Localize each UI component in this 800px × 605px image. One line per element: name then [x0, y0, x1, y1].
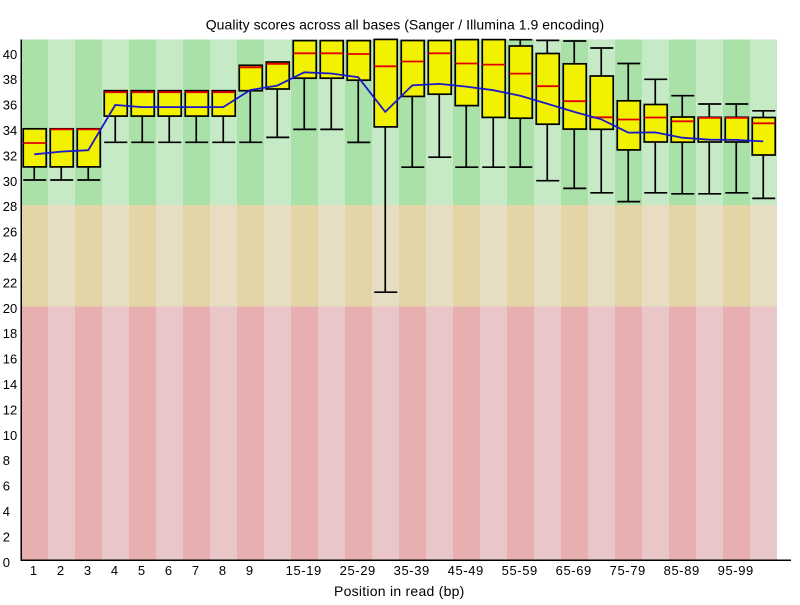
- svg-text:8: 8: [219, 563, 227, 578]
- svg-text:85-89: 85-89: [664, 563, 700, 578]
- svg-text:9: 9: [246, 563, 254, 578]
- svg-text:14: 14: [3, 377, 17, 392]
- svg-text:30: 30: [3, 174, 17, 189]
- svg-text:20: 20: [3, 301, 17, 316]
- svg-text:15-19: 15-19: [286, 563, 322, 578]
- svg-text:26: 26: [3, 225, 17, 240]
- svg-text:6: 6: [3, 479, 10, 494]
- svg-text:65-69: 65-69: [556, 563, 592, 578]
- svg-text:8: 8: [3, 453, 10, 468]
- svg-text:2: 2: [57, 563, 65, 578]
- svg-text:36: 36: [3, 98, 17, 113]
- svg-text:Quality scores across all base: Quality scores across all bases (Sanger …: [206, 17, 605, 33]
- svg-text:35-39: 35-39: [394, 563, 430, 578]
- svg-text:4: 4: [111, 563, 119, 578]
- svg-text:45-49: 45-49: [448, 563, 484, 578]
- svg-text:22: 22: [3, 275, 17, 290]
- svg-text:95-99: 95-99: [718, 563, 754, 578]
- svg-text:0: 0: [3, 555, 10, 570]
- svg-text:75-79: 75-79: [610, 563, 646, 578]
- svg-text:12: 12: [3, 402, 17, 417]
- svg-text:4: 4: [3, 504, 10, 519]
- svg-text:3: 3: [84, 563, 92, 578]
- svg-text:6: 6: [165, 563, 173, 578]
- svg-text:2: 2: [3, 529, 10, 544]
- svg-text:Position in read (bp): Position in read (bp): [334, 583, 465, 599]
- svg-text:25-29: 25-29: [340, 563, 376, 578]
- svg-text:34: 34: [3, 123, 17, 138]
- svg-text:40: 40: [3, 47, 17, 62]
- svg-text:24: 24: [3, 250, 17, 265]
- svg-text:16: 16: [3, 352, 17, 367]
- svg-text:1: 1: [30, 563, 38, 578]
- svg-text:32: 32: [3, 148, 17, 163]
- svg-text:5: 5: [138, 563, 146, 578]
- svg-text:28: 28: [3, 199, 17, 214]
- svg-text:7: 7: [192, 563, 200, 578]
- svg-text:38: 38: [3, 72, 17, 87]
- svg-text:10: 10: [3, 428, 17, 443]
- svg-text:55-59: 55-59: [502, 563, 538, 578]
- svg-text:18: 18: [3, 326, 17, 341]
